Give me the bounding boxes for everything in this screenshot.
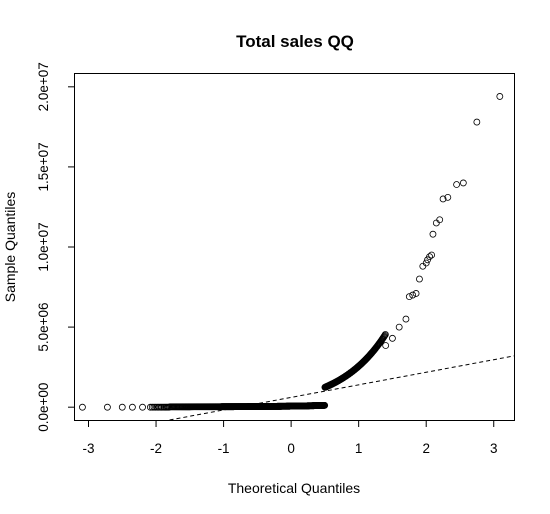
sample-point [381,331,389,339]
x-axis: -3 -2 -1 0 1 2 3 [82,420,497,456]
sample-point [436,216,444,224]
sample-point [496,93,504,100]
sample-point [412,290,420,297]
x-tick-label: 1 [355,441,363,456]
sample-point [382,342,390,349]
x-tick-label: 0 [287,441,295,456]
sample-point [416,275,423,283]
sample-point [148,403,156,411]
sample-point [139,403,146,411]
sample-point [439,195,447,203]
sample-point [426,253,433,261]
sample-point [453,181,460,188]
sample-point [459,179,467,187]
sample-point [432,219,440,227]
sample-point [402,315,410,323]
y-tick-label: 2.0e+07 [36,62,51,111]
sample-point [389,334,396,342]
sample-point [444,193,452,201]
sample-point [422,259,430,267]
y-tick-label: 1.0e+07 [36,222,51,271]
sample-points [79,93,504,411]
sample-point [419,262,427,270]
x-tick-label: -1 [218,441,230,456]
y-tick-label: 5.0e+06 [36,302,51,351]
sample-point [129,403,136,411]
y-tick-label: 0.0e+00 [36,383,51,432]
x-tick-label: -3 [82,441,94,456]
qq-reference-line [169,355,515,421]
sample-point [104,403,111,411]
chart-title: Total sales QQ [236,32,354,51]
sample-point [428,251,436,259]
sample-point [405,293,413,301]
sample-point [395,323,403,331]
x-tick-label: 2 [422,441,430,456]
sample-point [429,230,437,238]
x-axis-label: Theoretical Quantiles [228,480,360,496]
sample-point [380,332,388,340]
sample-point [321,401,329,409]
y-tick-label: 1.5e+07 [36,142,51,191]
sample-point [79,403,86,411]
sample-point [381,331,389,338]
sample-point [118,403,126,411]
y-axis: 0.0e+00 5.0e+06 1.0e+07 1.5e+07 2.0e+07 [36,62,75,432]
x-tick-label: 3 [490,441,498,456]
sample-point [409,291,417,299]
x-tick-label: -2 [150,441,162,456]
sample-point [146,403,154,411]
sample-point [473,118,481,126]
y-axis-label: Sample Quantiles [2,192,18,303]
